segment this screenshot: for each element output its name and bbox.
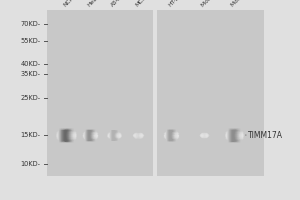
- Text: 15KD-: 15KD-: [20, 132, 40, 138]
- Text: 25KD-: 25KD-: [20, 95, 40, 101]
- Text: Mouse kidney: Mouse kidney: [200, 0, 233, 8]
- Text: Mouse heart: Mouse heart: [230, 0, 260, 8]
- Text: 55KD-: 55KD-: [20, 38, 40, 44]
- Text: 40KD-: 40KD-: [20, 61, 40, 67]
- Text: 70KD-: 70KD-: [20, 21, 40, 27]
- Text: TIMM17A: TIMM17A: [248, 131, 283, 140]
- Bar: [46, 10, 153, 176]
- Text: NCI-H460: NCI-H460: [62, 0, 86, 8]
- Text: HT-29: HT-29: [167, 0, 183, 8]
- Text: 10KD-: 10KD-: [20, 161, 40, 167]
- Bar: [153, 10, 157, 176]
- Bar: [157, 10, 264, 176]
- Text: A549: A549: [110, 0, 125, 8]
- Text: MCF7: MCF7: [134, 0, 150, 8]
- Text: HeL-8: HeL-8: [86, 0, 102, 8]
- Text: 35KD-: 35KD-: [20, 71, 40, 77]
